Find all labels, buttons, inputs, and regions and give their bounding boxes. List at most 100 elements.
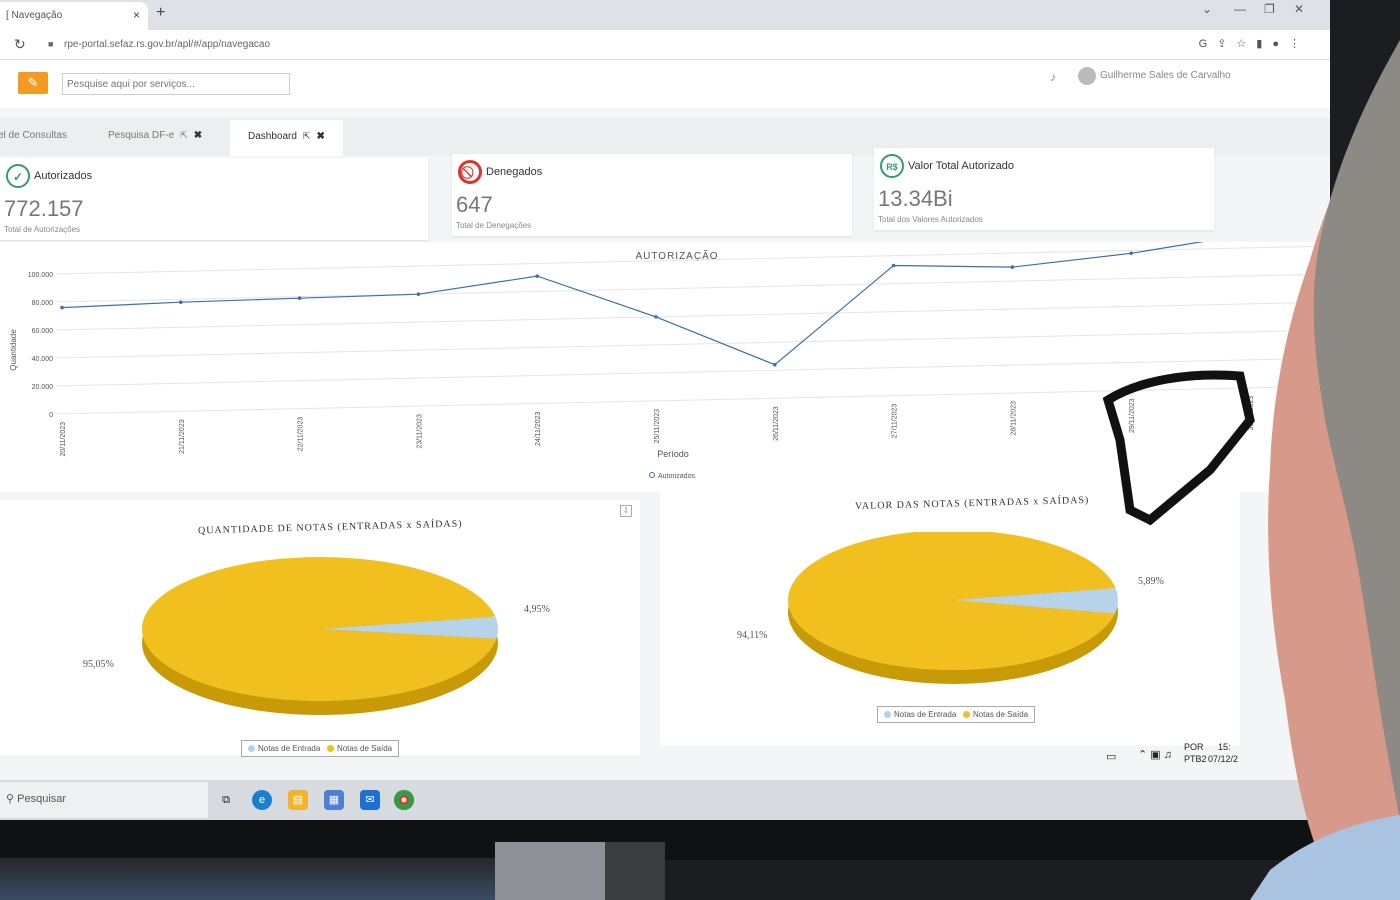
x-tick-label: 29/11/2023 bbox=[1129, 398, 1136, 433]
legend-marker bbox=[884, 711, 891, 719]
store-icon[interactable]: ▦ bbox=[324, 790, 344, 810]
chart-title: AUTORIZAÇÃO bbox=[635, 249, 718, 262]
notification-icon[interactable]: ▭ bbox=[1106, 751, 1117, 763]
data-point[interactable] bbox=[891, 263, 896, 268]
series-points bbox=[60, 251, 1133, 367]
monitor-stand bbox=[495, 842, 605, 900]
close-icon[interactable]: × bbox=[132, 8, 140, 22]
url-field[interactable]: rpe-portal.sefaz.rs.gov.br/apl/#/app/nav… bbox=[64, 39, 271, 50]
chart-legend[interactable]: Autorizados bbox=[649, 472, 696, 481]
pie-slice-label: 94,11% bbox=[737, 630, 768, 641]
authorization-line-chart: AUTORIZAÇÃO Quantidade Período 0 20.000 40… bbox=[0, 242, 1330, 492]
card-subtitle: Total de Denegações bbox=[456, 221, 532, 230]
chrome-icon[interactable]: ● bbox=[394, 790, 414, 810]
file-explorer-icon[interactable]: ▤ bbox=[288, 790, 308, 810]
user-name[interactable]: Guilherme Sales de Carvalho bbox=[1100, 70, 1231, 81]
close-tab-icon[interactable]: ✖ bbox=[193, 130, 203, 141]
card-title: Denegados bbox=[486, 166, 543, 178]
pie-slice[interactable] bbox=[141, 557, 497, 702]
search-icon: ⚲ bbox=[6, 793, 18, 805]
profile-icon[interactable]: ● bbox=[1272, 38, 1289, 50]
grid-line bbox=[55, 245, 1330, 275]
external-link-icon[interactable]: ⇱ bbox=[180, 130, 188, 140]
minimize-button[interactable]: — bbox=[1234, 2, 1246, 16]
x-tick-label: 28/11/2023 bbox=[1010, 401, 1017, 436]
more-menu-icon[interactable]: ⋮ bbox=[1289, 38, 1310, 50]
edge-browser-icon[interactable]: e bbox=[252, 790, 272, 810]
pie-slice[interactable] bbox=[787, 532, 1116, 671]
card-title: Autorizados bbox=[34, 170, 93, 182]
tray-time[interactable]: 15: bbox=[1218, 742, 1231, 752]
y-tick-label: 100.000 bbox=[28, 272, 53, 279]
reload-icon[interactable]: ↻ bbox=[14, 36, 26, 52]
tray-date[interactable]: 07/12/2 bbox=[1208, 754, 1239, 764]
data-point[interactable] bbox=[416, 292, 421, 296]
data-point[interactable] bbox=[179, 300, 183, 304]
bell-icon[interactable]: ♪ bbox=[1050, 70, 1056, 84]
external-link-icon[interactable]: ⇱ bbox=[302, 131, 311, 141]
new-tab-button[interactable]: + bbox=[156, 4, 166, 21]
card-value: 13.34Bi bbox=[878, 186, 953, 211]
taskbar-search-label: Pesquisar bbox=[17, 793, 67, 805]
tab-dashboard[interactable]: Dashboard ⇱ ✖ bbox=[230, 120, 343, 156]
close-window-button[interactable]: ✕ bbox=[1294, 2, 1305, 16]
chart-grid bbox=[55, 245, 1330, 415]
x-tick-label: 26/11/2023 bbox=[773, 406, 780, 441]
y-tick-label: 20.000 bbox=[32, 384, 54, 391]
pie-legend[interactable]: Notas de Entrada Notas de Saída bbox=[241, 740, 400, 757]
data-point[interactable] bbox=[297, 296, 302, 300]
google-icon[interactable]: G bbox=[1198, 38, 1218, 50]
pie-slices bbox=[141, 557, 498, 702]
pie-legend[interactable]: Notas de Entrada Notas de Saída bbox=[877, 706, 1036, 723]
data-point[interactable] bbox=[60, 305, 64, 310]
browser-tab[interactable]: [ Navegação × bbox=[0, 2, 148, 30]
y-tick-label: 0 bbox=[49, 412, 53, 419]
tab-label: Dashboard bbox=[248, 131, 297, 142]
data-point[interactable] bbox=[654, 315, 658, 319]
mail-icon[interactable]: ✉ bbox=[360, 790, 380, 810]
address-bar: ↻ ■ rpe-portal.sefaz.rs.gov.br/apl/#/app… bbox=[0, 30, 1330, 60]
avatar[interactable] bbox=[1078, 67, 1096, 85]
card-value: 647 bbox=[456, 192, 493, 217]
x-tick-label: 27/11/2023 bbox=[892, 404, 899, 439]
tab-pesquisa-dfe[interactable]: Pesquisa DF-e ⇱ ✖ bbox=[108, 130, 202, 141]
tray-layout[interactable]: PTB2 bbox=[1184, 754, 1207, 764]
y-tick-label: 80.000 bbox=[32, 300, 54, 307]
pie-slice-label: 95,05% bbox=[83, 659, 114, 670]
task-view-icon[interactable]: ⧉ bbox=[222, 794, 230, 806]
desk-background bbox=[0, 858, 495, 900]
tray-lang[interactable]: POR bbox=[1184, 742, 1204, 752]
x-tick-label: 20/11/2023 bbox=[60, 422, 67, 457]
tab-search-icon[interactable]: ⌄ bbox=[1202, 2, 1213, 16]
download-icon[interactable]: ⇩ bbox=[620, 505, 632, 517]
sidepanel-icon[interactable]: ▮ bbox=[1256, 38, 1273, 50]
taskbar-search[interactable]: ⚲ Pesquisar bbox=[0, 782, 208, 818]
tab-painel-consultas[interactable]: el de Consultas bbox=[0, 130, 67, 141]
search-input[interactable] bbox=[62, 73, 290, 95]
bookmark-icon[interactable]: ☆ bbox=[1236, 38, 1257, 50]
legend-label: Autorizados bbox=[658, 473, 695, 480]
close-tab-icon[interactable]: ✖ bbox=[316, 131, 325, 142]
y-tick-label: 40.000 bbox=[32, 356, 54, 363]
data-point[interactable] bbox=[535, 274, 539, 278]
menu-toggle-button[interactable]: ✎ bbox=[18, 72, 48, 94]
pie-slice-label: 5,89% bbox=[1138, 576, 1164, 587]
maximize-button[interactable]: ❐ bbox=[1264, 2, 1275, 16]
data-point[interactable] bbox=[773, 362, 777, 367]
browser-tab-title: [ Navegação bbox=[6, 10, 63, 21]
pie-slices bbox=[787, 532, 1118, 671]
tab-label: Pesquisa DF-e bbox=[108, 130, 175, 141]
lock-icon[interactable]: ■ bbox=[48, 39, 54, 49]
share-icon[interactable]: ⇪ bbox=[1217, 38, 1237, 50]
y-axis-label: Quantidade bbox=[9, 329, 18, 371]
tray-icons[interactable]: ⌃ ▣ ♫ bbox=[1138, 749, 1172, 761]
data-point[interactable] bbox=[1129, 251, 1133, 256]
data-point[interactable] bbox=[1010, 265, 1015, 269]
legend-label: Notas de Saída bbox=[336, 744, 393, 753]
monitor-bezel bbox=[0, 820, 1330, 860]
person-hair bbox=[1313, 0, 1400, 820]
person-shirt bbox=[1250, 815, 1400, 900]
pie-slice[interactable] bbox=[953, 588, 1118, 614]
legend-marker bbox=[326, 745, 334, 753]
pie-slice[interactable] bbox=[320, 616, 498, 639]
